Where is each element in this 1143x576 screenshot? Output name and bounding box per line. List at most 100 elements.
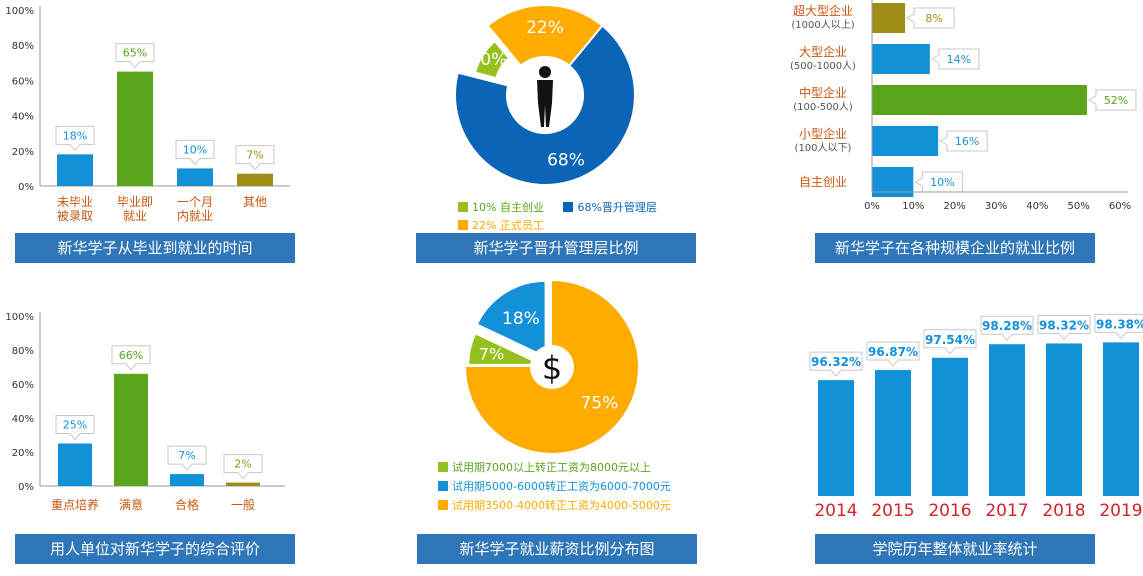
value-callout bbox=[167, 445, 207, 471]
value-callout bbox=[1094, 313, 1143, 340]
bar bbox=[1103, 342, 1139, 496]
x-tick-label: 2014 bbox=[814, 501, 857, 521]
x-tick-label: 就业 bbox=[123, 209, 147, 223]
chart-management-promotion: 22% 68% 10% bbox=[454, 4, 636, 186]
y-category-sublabel: (100人以下) bbox=[795, 142, 852, 154]
y-tick-label: 40% bbox=[12, 112, 34, 123]
value-callout bbox=[55, 415, 95, 441]
x-tick-label: 毕业即 bbox=[117, 195, 153, 209]
y-tick-label: 100% bbox=[5, 312, 34, 323]
value-callout bbox=[55, 125, 95, 152]
bar bbox=[170, 474, 204, 486]
y-tick-label: 0% bbox=[18, 182, 34, 193]
x-tick-label: 30% bbox=[985, 201, 1007, 212]
value-label: 25% bbox=[63, 419, 87, 432]
legend-item: 10% 自主创业 bbox=[458, 201, 544, 214]
legend-item: 试用期7000以上转正工资为8000元以上 bbox=[438, 459, 651, 475]
value-callout bbox=[223, 454, 263, 480]
bar bbox=[989, 344, 1025, 496]
value-callout bbox=[923, 329, 977, 355]
value-callout bbox=[866, 341, 920, 367]
value-callout bbox=[1037, 314, 1091, 341]
bar bbox=[226, 482, 260, 486]
y-tick-label: 100% bbox=[5, 6, 34, 17]
caption-company-scale: 新华学子在各种规模企业的就业比例 bbox=[815, 233, 1095, 263]
value-callout bbox=[980, 315, 1034, 341]
value-label: 52% bbox=[1104, 94, 1128, 107]
panel-management-promotion: 22% 68% 10% 10% 自主创业 68%晋升管理层 22% 正式员工 新华学… bbox=[380, 0, 720, 265]
y-tick-label: 0% bbox=[18, 482, 34, 493]
x-tick-label: 满意 bbox=[119, 497, 143, 512]
panel-salary-distribution: 75% 7% 18% $ 试用期7000以上转正工资为8000元以上 试用期5000-… bbox=[380, 275, 720, 576]
y-tick-label: 40% bbox=[12, 414, 34, 425]
x-tick-label: 未毕业 bbox=[57, 195, 93, 209]
caption-time-to-employment: 新华学子从毕业到就业的时间 bbox=[15, 233, 295, 263]
slice-label: 68% bbox=[547, 151, 585, 171]
slice-label: 10% bbox=[470, 50, 508, 70]
legend-row: 22% 正式员工 bbox=[458, 217, 544, 233]
panel-time-to-employment: 100% 80% 60% 40% 20% 0% 18% 未毕业 被录取 65% 毕业即 就业 10% 一个… bbox=[0, 0, 300, 265]
value-label: 96.87% bbox=[868, 345, 918, 359]
bar bbox=[875, 370, 911, 496]
y-category-label: 大型企业 bbox=[799, 44, 847, 59]
y-tick-label: 20% bbox=[12, 147, 34, 158]
value-label: 97.54% bbox=[925, 333, 975, 347]
chart-salary-distribution: 75% 7% 18%$ bbox=[466, 279, 638, 453]
value-callout bbox=[175, 139, 215, 166]
value-label: 18% bbox=[63, 129, 87, 142]
donut-slice bbox=[473, 39, 511, 80]
person-icon bbox=[537, 80, 553, 127]
x-tick-label: 一个月 bbox=[177, 195, 213, 209]
pie-center bbox=[530, 345, 574, 389]
bar bbox=[1046, 343, 1082, 496]
value-callout bbox=[906, 7, 955, 29]
y-category-sublabel: (500-1000人) bbox=[790, 60, 856, 72]
pie-slice bbox=[467, 331, 543, 366]
bar bbox=[57, 154, 93, 186]
bar bbox=[872, 85, 1087, 115]
value-label: 98.28% bbox=[982, 319, 1032, 333]
value-label: 2% bbox=[234, 458, 251, 471]
legend-item: 68%晋升管理层 bbox=[563, 201, 657, 214]
y-tick-label: 60% bbox=[12, 76, 34, 87]
value-label: 98.38% bbox=[1096, 317, 1143, 331]
value-label: 66% bbox=[119, 349, 143, 362]
caption-management-promotion: 新华学子晋升管理层比例 bbox=[416, 233, 696, 263]
slice-label: 7% bbox=[479, 344, 504, 363]
caption-salary-distribution: 新华学子就业薪资比例分布图 bbox=[417, 534, 697, 564]
y-category-sublabel: (1000人以上) bbox=[791, 19, 854, 31]
y-category-label: 自主创业 bbox=[799, 175, 847, 189]
x-tick-label: 40% bbox=[1026, 201, 1048, 212]
y-tick-label: 80% bbox=[12, 41, 34, 52]
value-label: 10% bbox=[930, 176, 954, 189]
pie-slice bbox=[475, 279, 547, 359]
bar bbox=[872, 44, 930, 74]
value-callout bbox=[930, 48, 980, 70]
bar bbox=[58, 443, 92, 486]
legend-item: 试用期5000-6000转正工资为6000-7000元 bbox=[438, 478, 671, 494]
bar bbox=[872, 126, 939, 156]
caption-employer-evaluation: 用人单位对新华学子的综合评价 bbox=[15, 534, 295, 564]
x-tick-label: 一般 bbox=[231, 497, 255, 512]
caption-yearly-employment-rate: 学院历年整体就业率统计 bbox=[815, 534, 1095, 564]
value-label: 16% bbox=[955, 135, 979, 148]
x-tick-label: 2015 bbox=[871, 501, 914, 521]
dollar-icon: $ bbox=[542, 349, 562, 387]
value-label: 96.32% bbox=[811, 355, 861, 369]
panel-employer-evaluation: 100% 80% 60% 40% 20% 0% 25% 重点培养 66% 满意 7% 合格 2% 一般 用… bbox=[0, 288, 300, 576]
value-callout bbox=[914, 171, 963, 193]
value-callout bbox=[235, 145, 275, 171]
x-tick-label: 50% bbox=[1068, 201, 1090, 212]
value-callout bbox=[809, 351, 863, 377]
x-tick-label: 内就业 bbox=[177, 209, 213, 223]
value-label: 65% bbox=[123, 47, 147, 60]
y-category-label: 小型企业 bbox=[799, 126, 847, 141]
x-tick-label: 合格 bbox=[175, 497, 199, 512]
y-category-label: 超大型企业 bbox=[793, 3, 853, 18]
legend-item: 22% 正式员工 bbox=[458, 219, 544, 232]
slice-label: 18% bbox=[502, 309, 540, 329]
x-tick-label: 2019 bbox=[1099, 501, 1142, 521]
x-tick-label: 2017 bbox=[985, 501, 1028, 521]
bar bbox=[117, 71, 153, 186]
value-callout bbox=[111, 345, 151, 371]
